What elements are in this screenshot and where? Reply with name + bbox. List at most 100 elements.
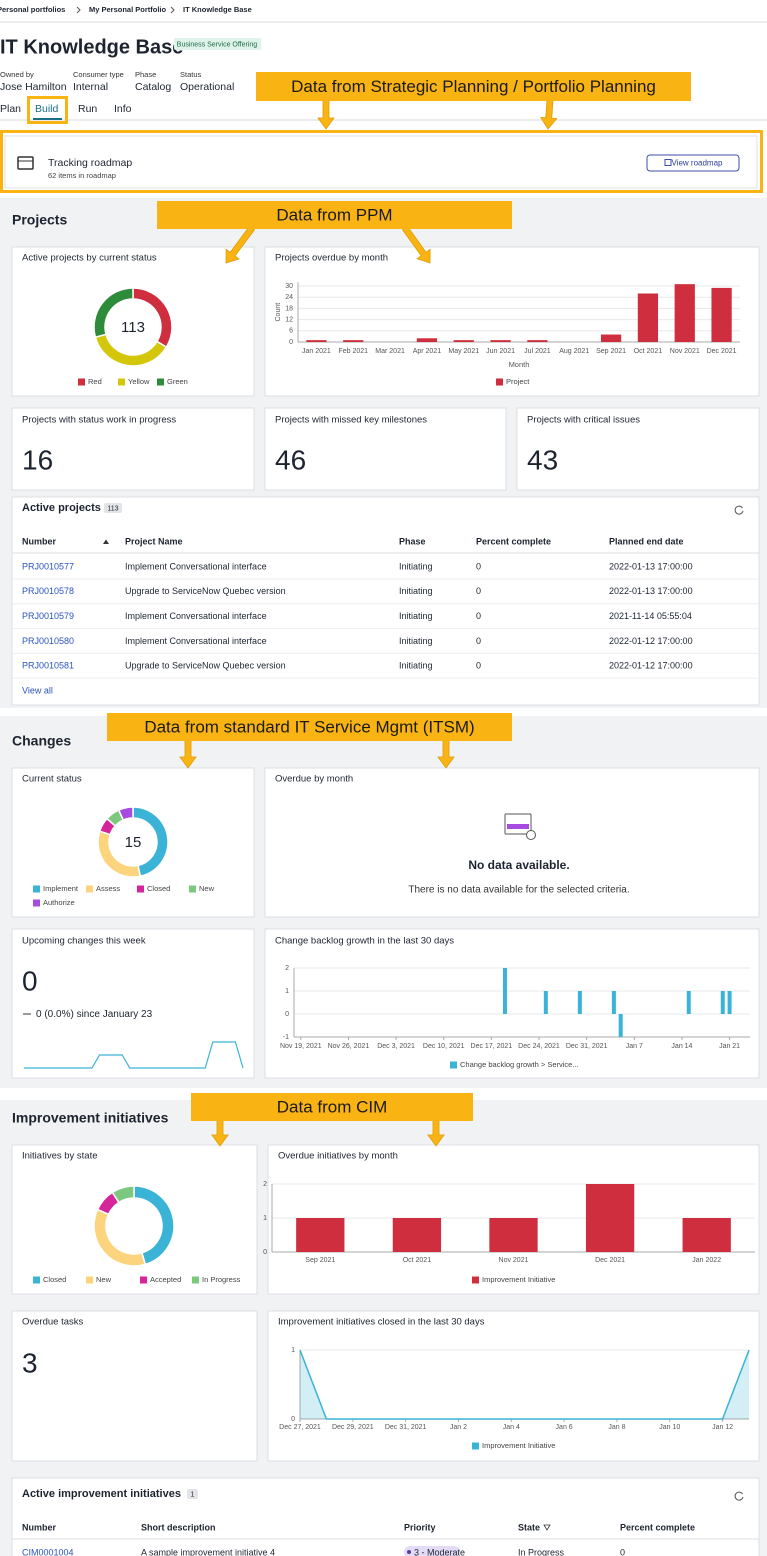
legend-swatch bbox=[189, 885, 196, 893]
y-tick-label: 0 bbox=[263, 1249, 267, 1256]
section-heading: Projects bbox=[12, 212, 67, 228]
kpi-delta: 0 (0.0%) since January 23 bbox=[36, 1009, 153, 1020]
kpi-value: 3 bbox=[22, 1347, 38, 1378]
card bbox=[267, 1310, 760, 1462]
card-title: Projects with status work in progress bbox=[22, 415, 176, 426]
donut-segment bbox=[111, 1185, 135, 1204]
legend-swatch bbox=[33, 1276, 40, 1284]
table-cell[interactable]: PRJ0010579 bbox=[22, 611, 74, 621]
bar bbox=[618, 1014, 623, 1037]
icon bbox=[507, 824, 529, 829]
table-cell[interactable]: PRJ0010577 bbox=[22, 561, 74, 571]
card-title: Initiatives by state bbox=[22, 1151, 98, 1162]
callout bbox=[157, 201, 512, 229]
card bbox=[11, 496, 760, 706]
bar bbox=[611, 991, 616, 1014]
x-tick-label: May 2021 bbox=[448, 348, 479, 355]
y-tick-label: -1 bbox=[283, 1034, 289, 1041]
axis-label: Month bbox=[509, 360, 530, 369]
y-tick-label: 1 bbox=[263, 1215, 267, 1222]
bar bbox=[720, 991, 725, 1014]
table-cell: 0 bbox=[476, 661, 481, 671]
bar bbox=[343, 340, 364, 342]
table-cell: 2022-01-13 17:00:00 bbox=[609, 561, 693, 571]
arrow bbox=[317, 99, 335, 130]
chevron bbox=[76, 6, 81, 14]
y-tick-label: 18 bbox=[285, 305, 293, 312]
bar bbox=[527, 340, 548, 342]
arrow bbox=[540, 99, 558, 130]
x-tick-label: Dec 10, 2021 bbox=[423, 1043, 465, 1050]
table-cell: Implement Conversational interface bbox=[125, 636, 267, 646]
table-cell: 2022-01-12 17:00:00 bbox=[609, 661, 693, 671]
column-header: Number bbox=[22, 536, 57, 546]
x-tick-label: Nov 26, 2021 bbox=[328, 1043, 370, 1050]
bar bbox=[453, 340, 474, 342]
y-tick-label: 0 bbox=[285, 1011, 289, 1018]
breadcrumb-item[interactable]: Personal portfolios bbox=[0, 5, 65, 14]
axis-label: Count bbox=[275, 303, 282, 322]
card bbox=[11, 767, 255, 918]
callout-text: Data from Strategic Planning / Portfolio… bbox=[291, 77, 656, 96]
table-cell: Upgrade to ServiceNow Quebec version bbox=[125, 586, 286, 596]
x-tick-label: Dec 31, 2021 bbox=[566, 1043, 608, 1050]
tab[interactable]: Info bbox=[114, 103, 132, 115]
table-cell[interactable]: PRJ0010581 bbox=[22, 661, 74, 671]
y-tick-label: 1 bbox=[291, 1347, 295, 1354]
y-tick-label: 30 bbox=[285, 283, 293, 290]
refresh-icon[interactable] bbox=[734, 1491, 744, 1501]
legend-swatch bbox=[86, 885, 93, 893]
card-title: Improvement initiatives closed in the la… bbox=[278, 1317, 485, 1328]
legend-label: Accepted bbox=[150, 1275, 181, 1284]
x-tick-label: Dec 2021 bbox=[595, 1257, 625, 1264]
donut-total: 113 bbox=[121, 319, 145, 336]
x-tick-label: Dec 3, 2021 bbox=[377, 1043, 415, 1050]
table-cell: Implement Conversational interface bbox=[125, 611, 267, 621]
badge bbox=[187, 1489, 198, 1499]
refresh-icon[interactable] bbox=[734, 505, 744, 515]
card-title: Current status bbox=[22, 774, 82, 785]
x-tick-label: Dec 17, 2021 bbox=[471, 1043, 513, 1050]
tab[interactable]: Run bbox=[78, 103, 97, 115]
legend-label: Closed bbox=[43, 1275, 66, 1284]
table-cell[interactable]: PRJ0010578 bbox=[22, 586, 74, 596]
column-header: Phase bbox=[399, 536, 426, 546]
table-cell: Upgrade to ServiceNow Quebec version bbox=[125, 661, 286, 671]
table-cell: 3 - Moderate bbox=[414, 1547, 465, 1556]
x-tick-label: Sep 2021 bbox=[596, 348, 626, 355]
x-tick-label: Dec 31, 2021 bbox=[385, 1424, 427, 1431]
bar bbox=[637, 293, 659, 342]
field-value: Jose Hamilton bbox=[0, 81, 67, 93]
link[interactable]: View all bbox=[22, 685, 53, 695]
column-header: Planned end date bbox=[609, 536, 684, 546]
tab[interactable]: Plan bbox=[0, 103, 21, 115]
highlight bbox=[27, 96, 68, 124]
legend-swatch bbox=[137, 885, 144, 893]
legend-label: Project bbox=[506, 377, 530, 386]
callout-text: Data from CIM bbox=[277, 1097, 388, 1116]
column-header: Percent complete bbox=[620, 1522, 695, 1532]
arrow bbox=[211, 1119, 229, 1147]
bar bbox=[600, 334, 622, 342]
card bbox=[264, 928, 760, 1079]
table-cell[interactable]: PRJ0010580 bbox=[22, 636, 74, 646]
empty-title: No data available. bbox=[468, 858, 569, 872]
icon bbox=[17, 156, 34, 170]
legend-label: New bbox=[96, 1275, 112, 1284]
table-cell: Initiating bbox=[399, 611, 433, 621]
x-tick-label: Dec 27, 2021 bbox=[279, 1424, 321, 1431]
callout bbox=[191, 1093, 473, 1121]
table-cell: Initiating bbox=[399, 636, 433, 646]
x-tick-label: Jan 7 bbox=[626, 1043, 643, 1050]
table-cell[interactable]: CIM0001004 bbox=[22, 1547, 74, 1556]
button-label[interactable]: View roadmap bbox=[672, 159, 724, 168]
callout-text: Data from PPM bbox=[276, 205, 392, 224]
table-cell: A sample improvement initiative 4 bbox=[141, 1547, 275, 1556]
card bbox=[4, 135, 758, 189]
badge-text: 113 bbox=[107, 505, 118, 512]
chevron bbox=[170, 6, 175, 14]
card-title: Projects with critical issues bbox=[527, 415, 640, 426]
tab[interactable]: Build bbox=[35, 103, 59, 115]
breadcrumb-item[interactable]: My Personal Portfolio bbox=[89, 5, 167, 14]
badge-text: Business Service Offering bbox=[177, 41, 258, 48]
